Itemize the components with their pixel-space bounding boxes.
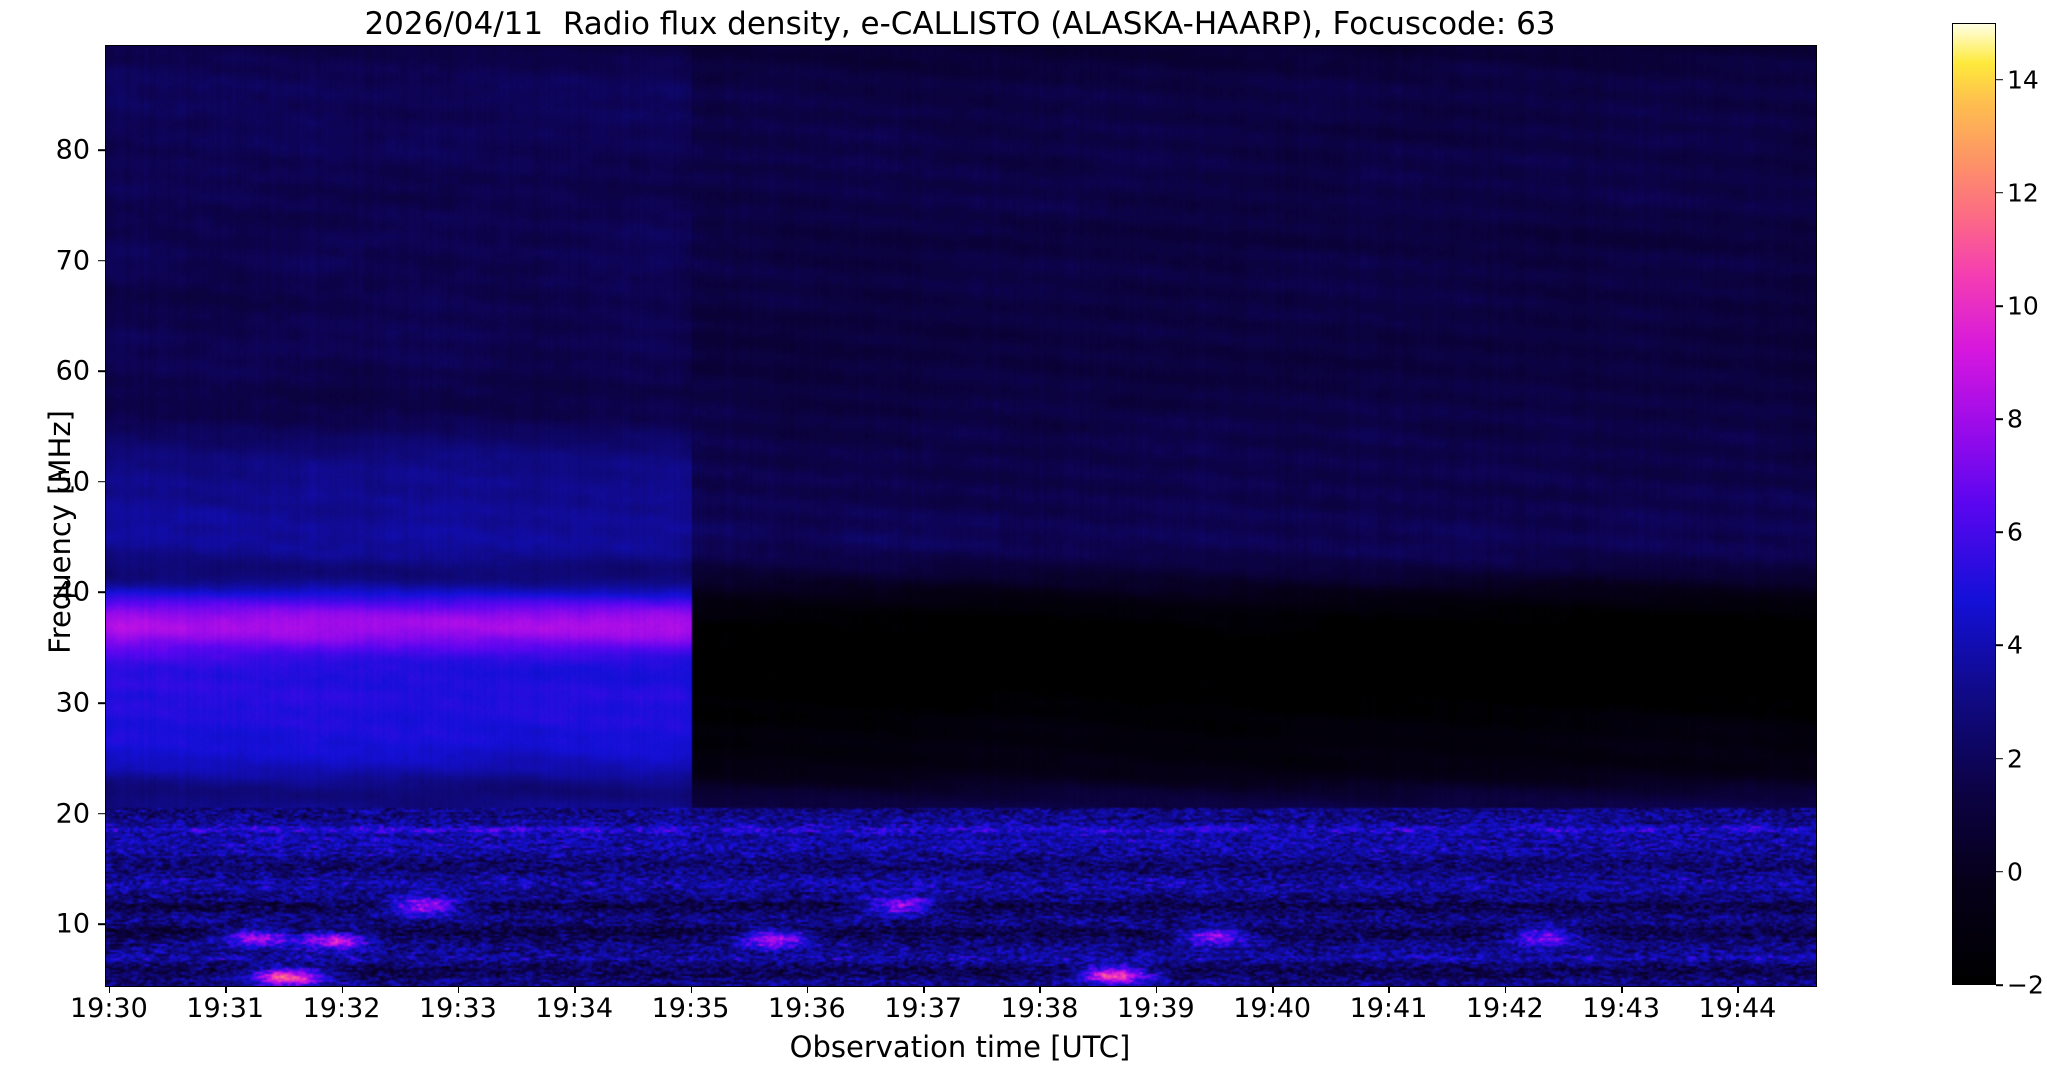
- colorbar-tick-label: 0: [2007, 857, 2023, 887]
- y-tick-mark: [98, 370, 105, 373]
- colorbar-gradient: [1953, 24, 1995, 984]
- x-tick-mark: [1737, 986, 1740, 993]
- x-tick-mark: [1621, 986, 1623, 993]
- x-tick-label: 19:33: [418, 993, 497, 1024]
- x-tick-label: 19:43: [1582, 993, 1661, 1024]
- colorbar-tick-mark: [1996, 191, 2003, 194]
- y-tick-mark: [98, 812, 105, 815]
- x-tick-mark: [1039, 986, 1042, 993]
- colorbar-tick-mark: [1996, 757, 2003, 760]
- x-tick-label: 19:44: [1698, 993, 1777, 1024]
- x-tick-label: 19:37: [884, 993, 963, 1024]
- y-tick-label: 50: [55, 466, 90, 498]
- colorbar-tick-mark: [1996, 531, 2003, 534]
- x-tick-label: 19:30: [69, 993, 148, 1024]
- x-tick-label: 19:40: [1233, 993, 1312, 1024]
- x-tick-mark: [574, 986, 576, 993]
- colorbar: [1952, 23, 1996, 985]
- x-tick-label: 19:32: [302, 993, 381, 1024]
- colorbar-tick-mark: [1996, 871, 2003, 873]
- spectrogram-canvas: [106, 46, 1816, 986]
- colorbar-tick-mark: [1996, 418, 2003, 420]
- x-tick-mark: [341, 986, 344, 993]
- x-tick-mark: [457, 986, 460, 993]
- x-tick-mark: [1155, 986, 1158, 993]
- x-tick-label: 19:36: [767, 993, 846, 1024]
- colorbar-tick-label: 2: [2007, 744, 2023, 774]
- page-title: 2026/04/11 Radio flux density, e-CALLIST…: [364, 6, 1556, 42]
- y-tick-label: 20: [55, 798, 90, 830]
- colorbar-tick-label: 8: [2007, 404, 2023, 434]
- y-tick-label: 40: [55, 576, 90, 608]
- x-tick-label: 19:42: [1465, 993, 1544, 1024]
- x-axis-label: Observation time [UTC]: [789, 1030, 1131, 1064]
- plot-area: [105, 45, 1817, 987]
- x-tick-mark: [923, 986, 925, 993]
- y-tick-label: 80: [55, 134, 90, 166]
- y-tick-mark: [98, 259, 105, 262]
- y-tick-mark: [98, 702, 105, 704]
- x-tick-label: 19:31: [186, 993, 265, 1024]
- x-tick-label: 19:35: [651, 993, 730, 1024]
- y-tick-mark: [98, 149, 105, 151]
- x-tick-mark: [1504, 986, 1507, 993]
- y-tick-label: 10: [55, 908, 90, 940]
- colorbar-tick-label: 4: [2007, 630, 2023, 660]
- colorbar-tick-label: 12: [2007, 178, 2039, 208]
- colorbar-tick-label: 6: [2007, 517, 2023, 547]
- colorbar-tick-label: −2: [2007, 970, 2044, 1000]
- y-axis-label: Frequency [MHz]: [43, 410, 77, 654]
- y-tick-mark: [98, 481, 105, 483]
- colorbar-tick-mark: [1996, 644, 2003, 647]
- y-tick-label: 60: [55, 355, 90, 387]
- y-tick-label: 30: [55, 687, 90, 719]
- x-tick-mark: [1388, 986, 1391, 993]
- x-tick-label: 19:41: [1349, 993, 1428, 1024]
- x-tick-mark: [108, 986, 111, 993]
- colorbar-tick-mark: [1996, 78, 2003, 81]
- x-tick-label: 19:38: [1000, 993, 1079, 1024]
- x-tick-mark: [806, 986, 809, 993]
- x-tick-label: 19:39: [1116, 993, 1195, 1024]
- y-tick-mark: [98, 923, 105, 925]
- colorbar-tick-label: 14: [2007, 65, 2039, 95]
- colorbar-tick-label: 10: [2007, 291, 2039, 321]
- x-tick-mark: [225, 986, 227, 993]
- colorbar-tick-mark: [1996, 984, 2003, 986]
- x-tick-mark: [1272, 986, 1274, 993]
- colorbar-tick-mark: [1996, 305, 2003, 307]
- y-tick-label: 70: [55, 245, 90, 277]
- y-tick-mark: [98, 591, 105, 594]
- x-tick-mark: [690, 986, 693, 993]
- x-tick-label: 19:34: [535, 993, 614, 1024]
